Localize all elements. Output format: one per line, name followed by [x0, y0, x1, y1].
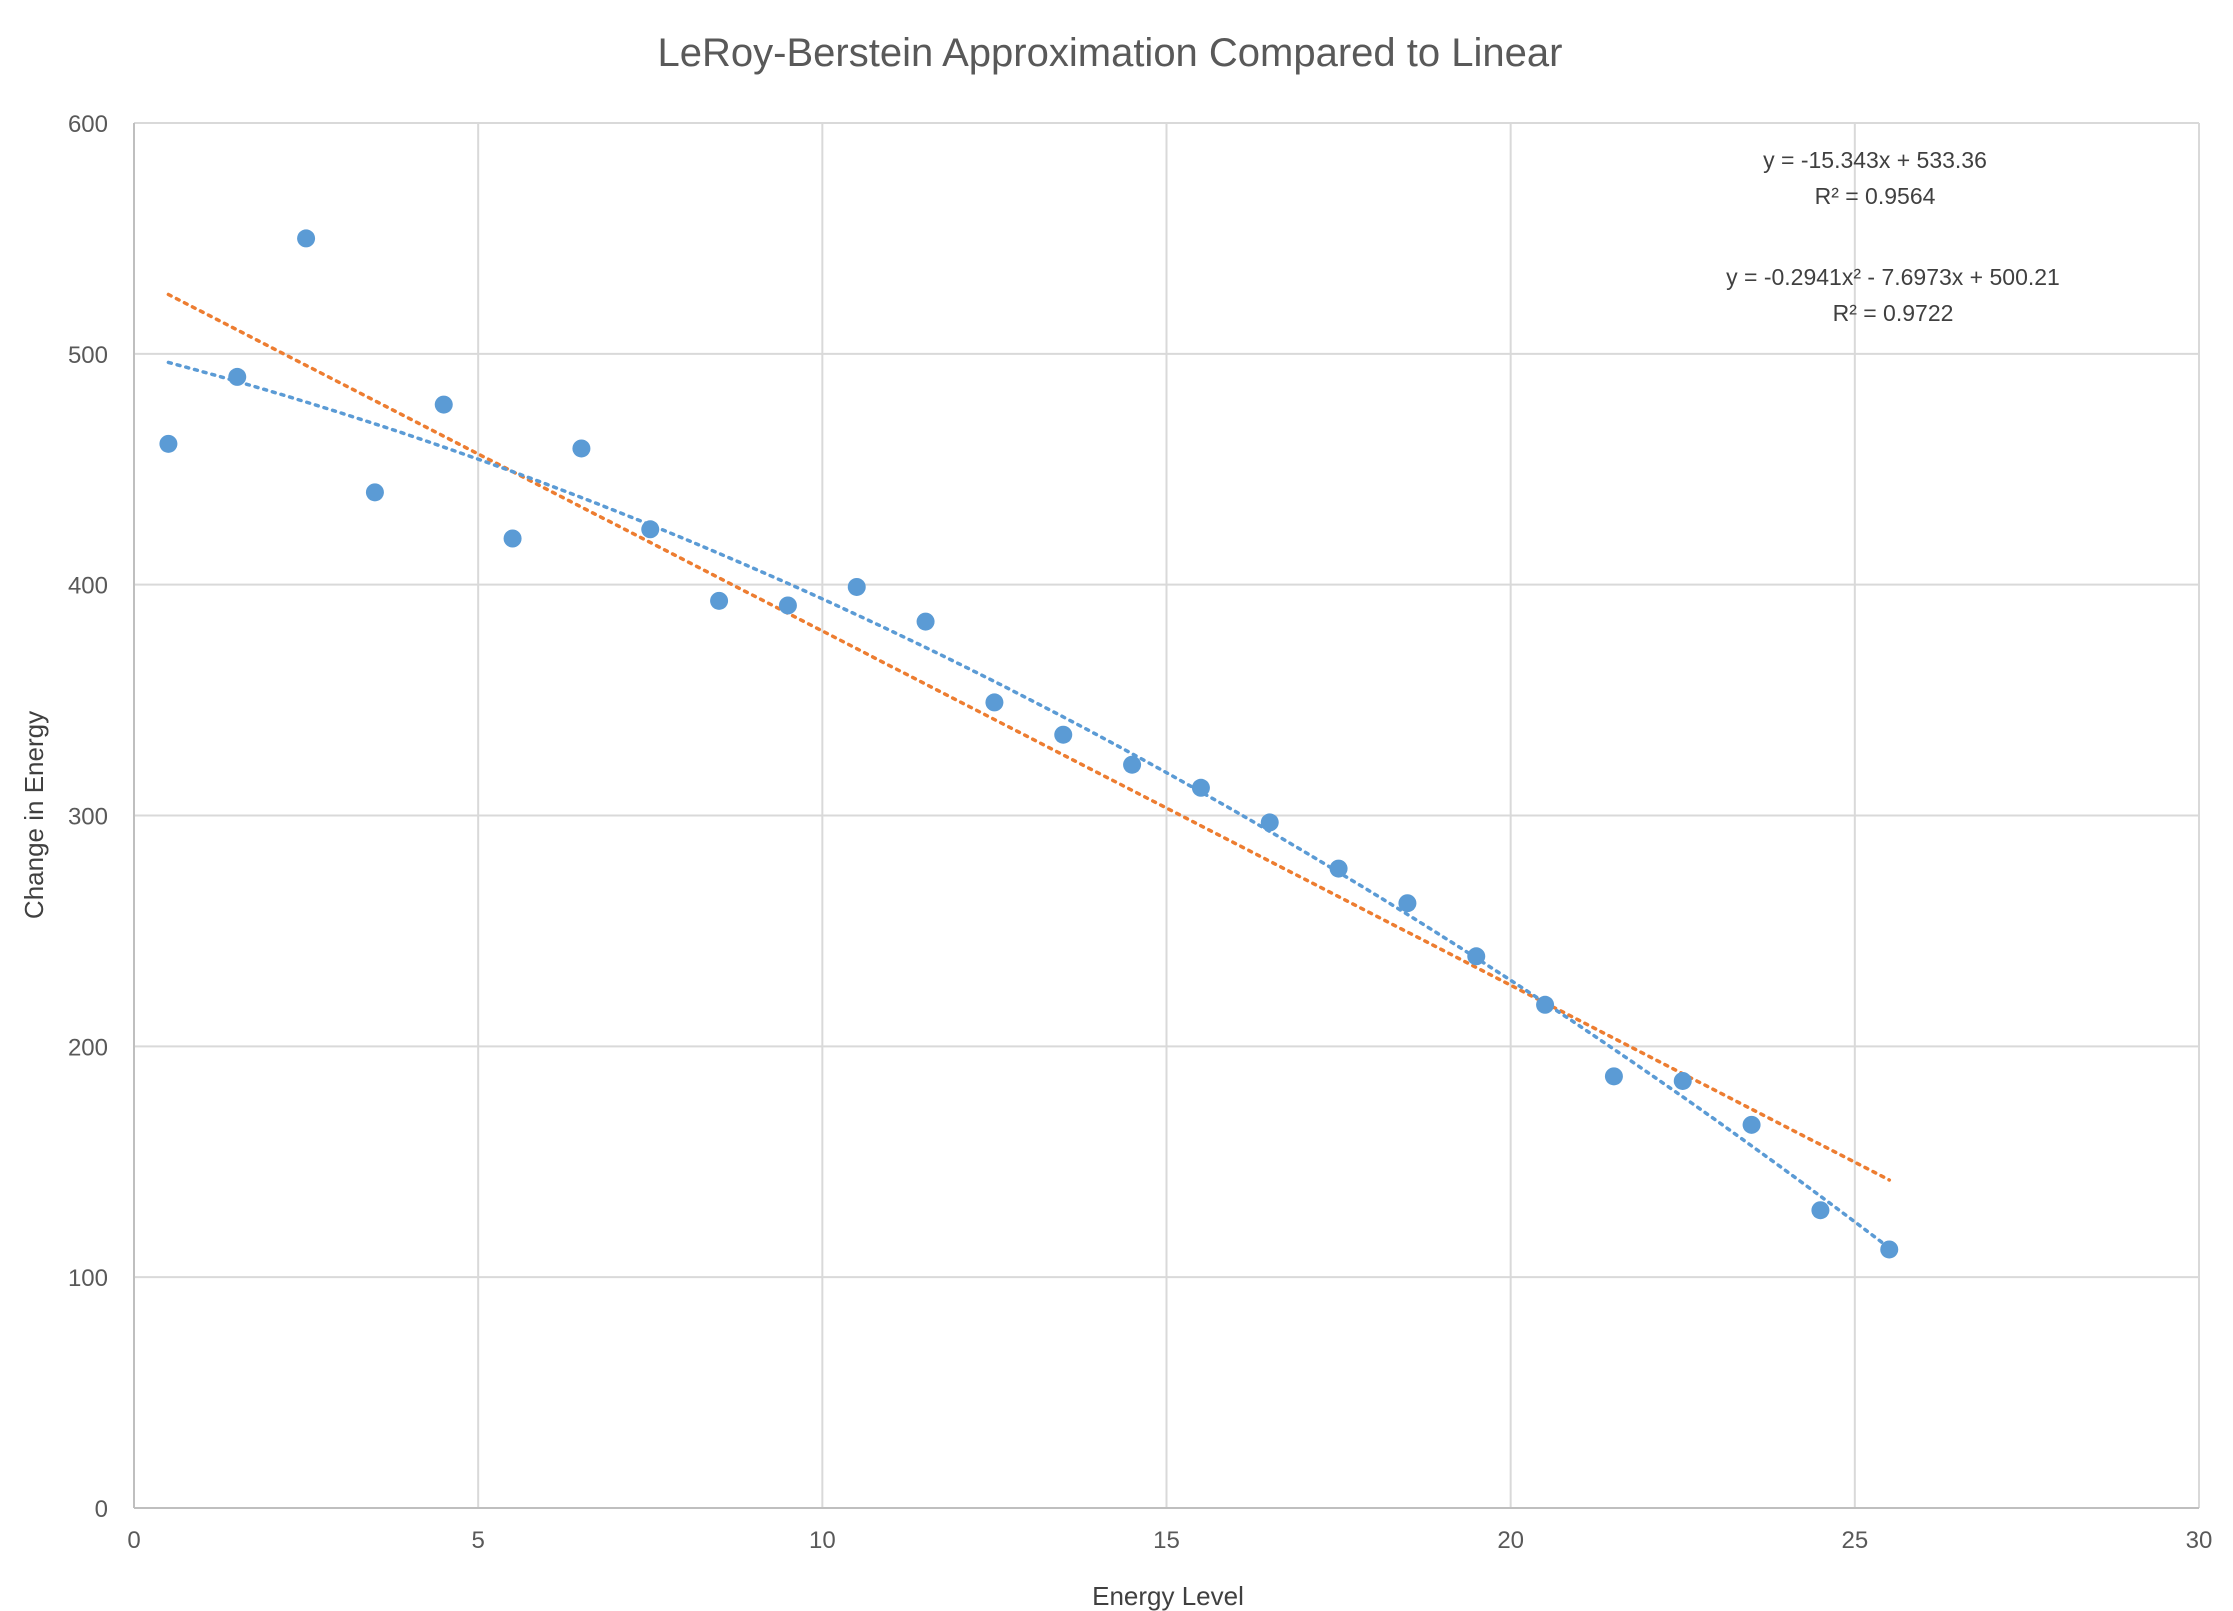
x-tick-label: 5: [471, 1527, 484, 1554]
y-tick-label: 400: [68, 573, 108, 600]
polynomial-r-squared: R² = 0.9722: [1833, 300, 1954, 326]
data-point: [1742, 1115, 1761, 1134]
data-point: [1398, 894, 1417, 913]
data-point: [1604, 1067, 1623, 1086]
data-point: [228, 367, 247, 386]
data-point: [1467, 947, 1486, 966]
x-tick-label: 25: [1841, 1527, 1868, 1554]
trendlines: [166, 292, 1892, 1250]
data-point: [1811, 1201, 1830, 1220]
y-tick-label: 500: [68, 342, 108, 369]
linear-r-squared: R² = 0.9564: [1815, 183, 1936, 209]
x-tick-label: 10: [809, 1527, 836, 1554]
data-point: [641, 520, 660, 539]
chart-title: LeRoy-Berstein Approximation Compared to…: [658, 31, 1563, 75]
data-point: [847, 577, 866, 596]
y-tick-label: 100: [68, 1265, 108, 1292]
data-point: [503, 529, 522, 548]
data-point: [1329, 859, 1348, 878]
x-tick-label: 15: [1153, 1527, 1180, 1554]
linear-trendline: [166, 292, 1892, 1182]
data-point: [916, 612, 935, 631]
x-tick-label: 20: [1497, 1527, 1524, 1554]
data-point: [572, 439, 591, 458]
y-axis-title: Change in Energy: [19, 711, 49, 919]
data-point: [159, 434, 178, 453]
data-point: [297, 229, 316, 248]
data-point: [778, 596, 797, 615]
polynomial-trendline: [166, 360, 1892, 1250]
data-point: [1536, 995, 1555, 1014]
data-point: [710, 591, 729, 610]
data-point: [1191, 778, 1210, 797]
data-point: [365, 483, 384, 502]
y-tick-label: 300: [68, 804, 108, 831]
data-point: [985, 693, 1004, 712]
polynomial-equation: y = -0.2941x² - 7.6973x + 500.21: [1726, 264, 2060, 290]
y-tick-label: 0: [95, 1496, 108, 1523]
data-point: [1054, 725, 1073, 744]
x-tick-label: 0: [127, 1527, 140, 1554]
x-tick-label: 30: [2186, 1527, 2213, 1554]
data-point: [1123, 755, 1142, 774]
data-point: [434, 395, 453, 414]
y-tick-label: 600: [68, 111, 108, 138]
trendline-equations: y = -15.343x + 533.36 R² = 0.9564 y = -0…: [1726, 147, 2060, 326]
data-point: [1880, 1240, 1899, 1259]
x-axis-title: Energy Level: [1092, 1581, 1244, 1611]
y-tick-label: 200: [68, 1034, 108, 1061]
data-points: [159, 229, 1899, 1259]
gridlines: [134, 122, 2200, 1508]
axes: [133, 123, 2199, 1509]
data-point: [1260, 813, 1279, 832]
linear-equation: y = -15.343x + 533.36: [1763, 147, 1987, 173]
data-point: [1673, 1071, 1692, 1090]
